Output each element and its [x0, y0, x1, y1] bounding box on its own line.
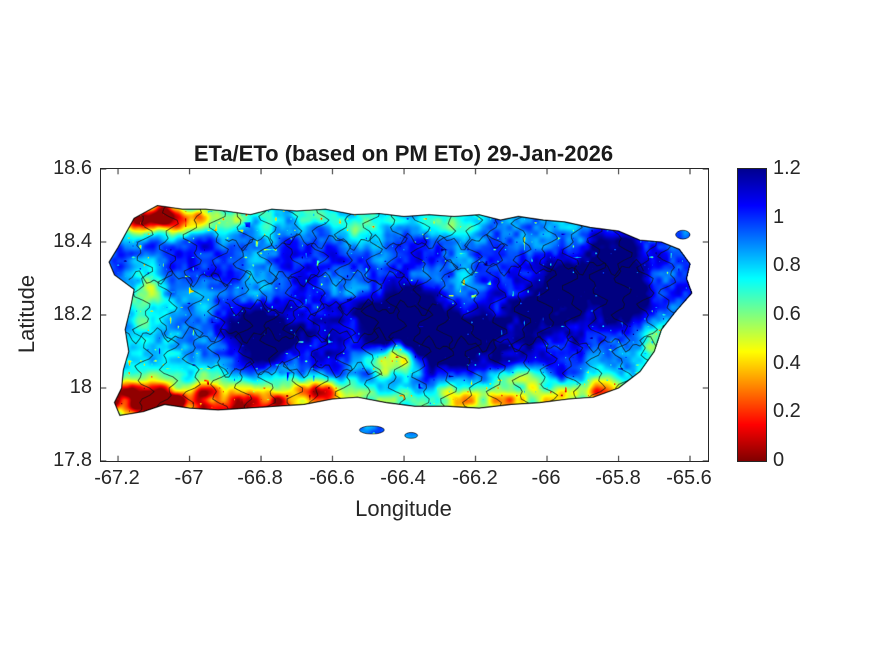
- x-tick-label: -66: [531, 467, 561, 489]
- x-tick-label: -65.6: [666, 467, 712, 489]
- colorbar-tick-label: 0.6: [773, 303, 801, 325]
- colorbar-tick-label: 0.2: [773, 400, 801, 422]
- x-axis-label: Longitude: [355, 496, 452, 521]
- x-tick-label: -66.2: [452, 467, 498, 489]
- x-tick-label: -66.4: [380, 467, 426, 489]
- colorbar-tick-label: 0.8: [773, 254, 801, 276]
- heatmap-canvas: [101, 169, 708, 461]
- x-tick-label: -65.8: [595, 467, 641, 489]
- chart-title: ETa/ETo (based on PM ETo) 29-Jan-2026: [193, 141, 614, 166]
- y-tick-label: 18: [69, 376, 92, 398]
- colorbar-tick-label: 0: [773, 449, 785, 471]
- x-tick-label: -66.8: [237, 467, 283, 489]
- colorbar: [737, 168, 767, 462]
- y-tick-label: 18.4: [53, 230, 92, 252]
- colorbar-tick-label: 1: [773, 206, 785, 228]
- y-tick-label: 18.2: [53, 303, 92, 325]
- y-tick-label: 18.6: [53, 157, 92, 179]
- map-plot-area: [100, 168, 709, 462]
- y-tick-label: 17.8: [53, 449, 92, 471]
- x-tick-label: -67: [174, 467, 204, 489]
- colorbar-tick-label: 1.2: [773, 157, 801, 179]
- x-tick-label: -66.6: [309, 467, 355, 489]
- x-tick-label: -67.2: [94, 467, 140, 489]
- colorbar-tick-label: 0.4: [773, 352, 801, 374]
